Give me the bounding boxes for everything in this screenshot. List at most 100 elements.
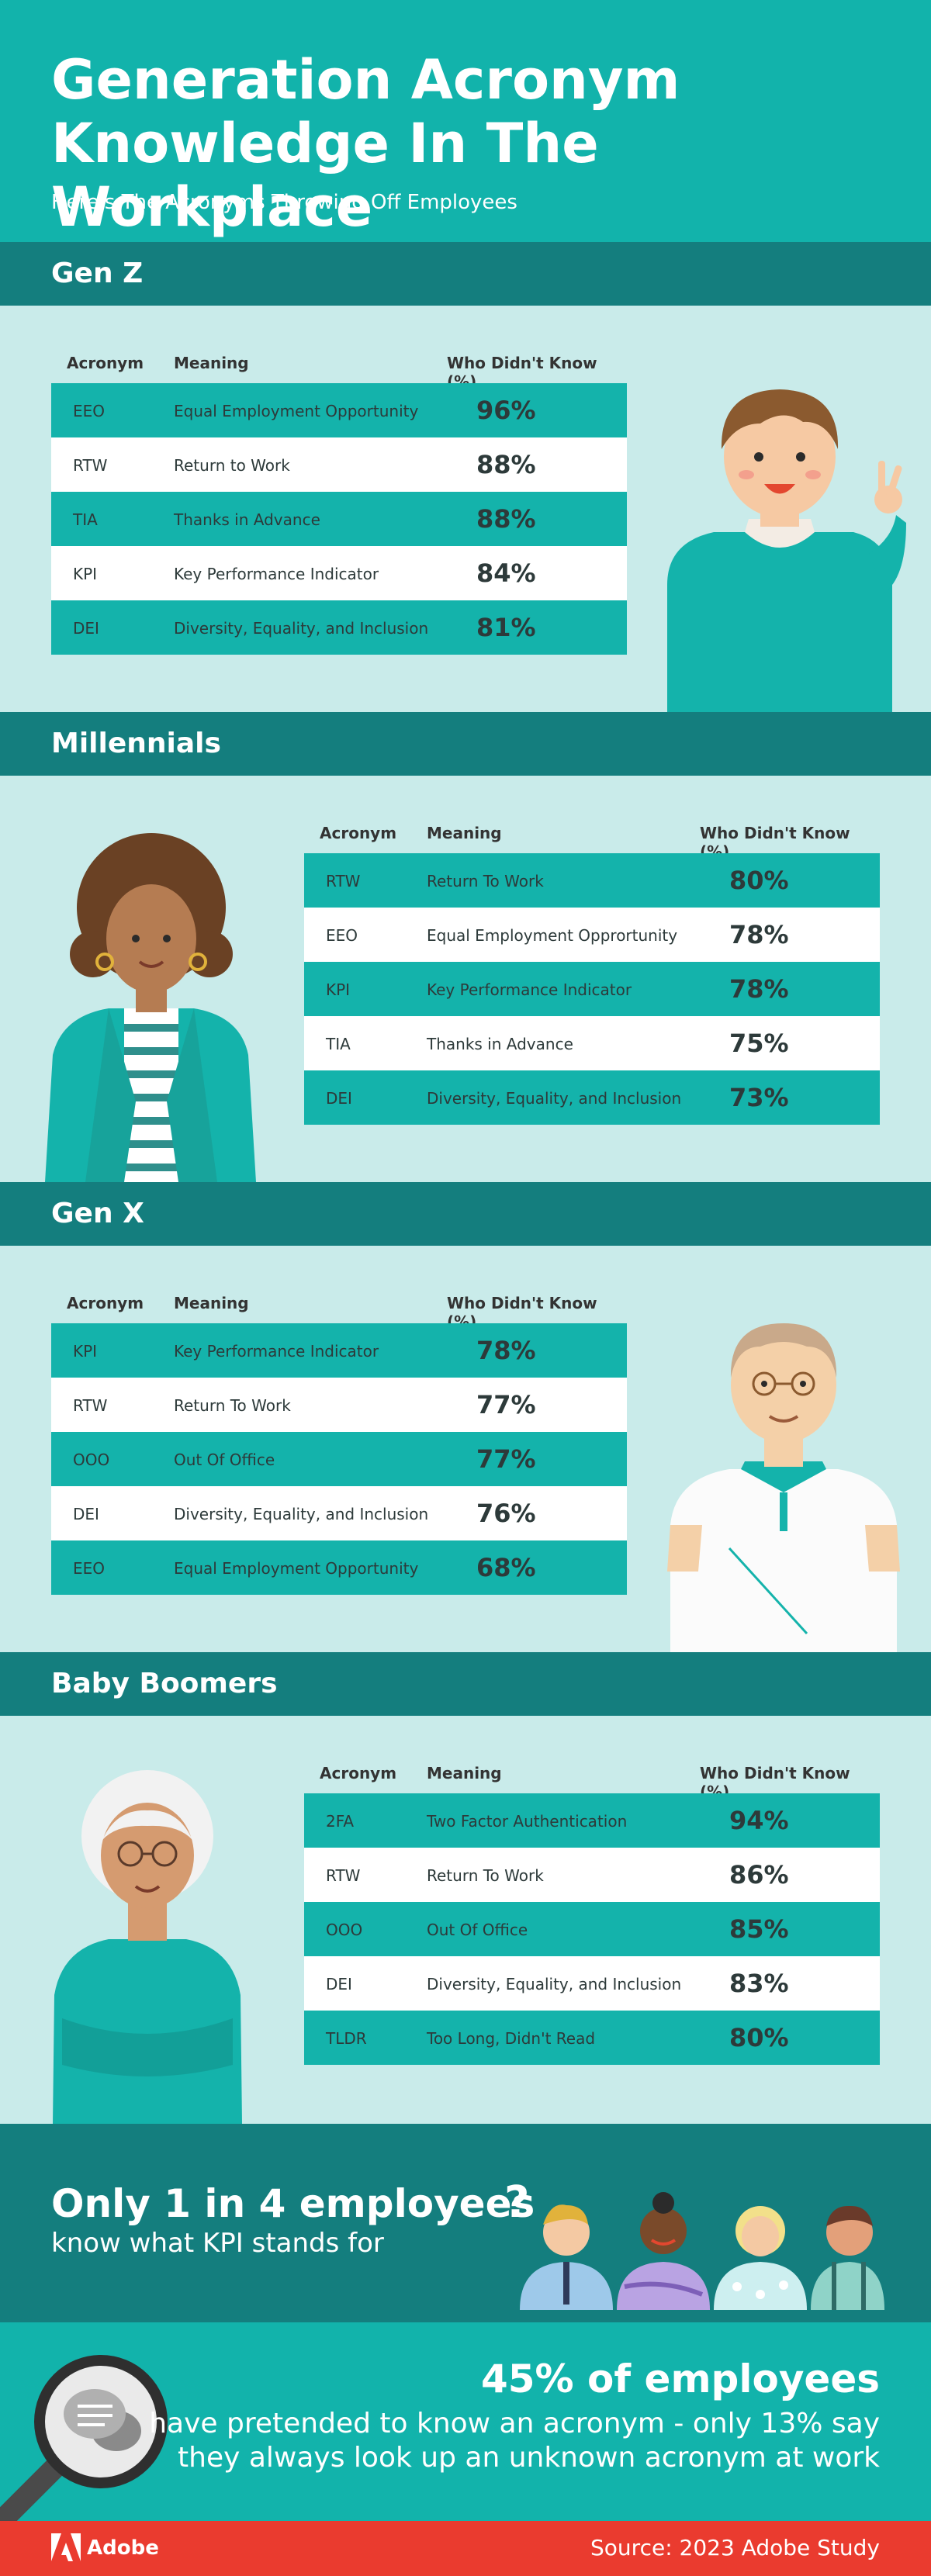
- table-row: OOO Out Of Office 85%: [304, 1902, 880, 1956]
- cell-pct: 77%: [476, 1390, 536, 1419]
- magnifier-chat-illustration: [0, 2355, 168, 2521]
- cell-pct: 96%: [476, 396, 536, 425]
- cell-meaning: Return To Work: [427, 1866, 544, 1885]
- question-mark-icon: ?: [504, 2177, 529, 2228]
- section-title: Millennials: [51, 728, 221, 759]
- section-band-gen-x: Gen X: [0, 1182, 931, 1246]
- cell-acronym: KPI: [73, 565, 98, 583]
- cell-acronym: OOO: [73, 1451, 110, 1469]
- col-acronym: Acronym: [67, 354, 144, 372]
- cell-acronym: TLDR: [326, 2029, 367, 2048]
- employee-avatar-3: [714, 2206, 807, 2310]
- table-row: EEO Equal Employment Opprortunity 78%: [304, 908, 880, 962]
- col-meaning: Meaning: [427, 1764, 502, 1782]
- acronym-table: Acronym Meaning Who Didn't Know (%) EEO E…: [51, 337, 627, 655]
- cell-pct: 78%: [476, 1336, 536, 1365]
- table-row: DEI Diversity, Equality, and Inclusion 76%: [51, 1486, 627, 1540]
- footer: Adobe Source: 2023 Adobe Study: [0, 2521, 931, 2576]
- section-title: Gen X: [51, 1198, 144, 1229]
- cell-pct: 76%: [476, 1499, 536, 1528]
- millennial-person-illustration: [45, 833, 256, 1182]
- cell-pct: 83%: [729, 1969, 789, 1998]
- table-row: TIA Thanks in Advance 88%: [51, 492, 627, 546]
- table-row: RTW Return to Work 88%: [51, 437, 627, 492]
- cell-acronym: DEI: [73, 619, 99, 638]
- section-millennials: Acronym Meaning Who Didn't Know (%) RTW R…: [0, 776, 931, 1182]
- stat-line-1: have pretended to know an acronym - only…: [149, 2408, 880, 2439]
- acronym-table: Acronym Meaning Who Didn't Know (%) KPI K…: [51, 1277, 627, 1595]
- cell-acronym: KPI: [326, 980, 351, 999]
- cell-meaning: Diversity, Equality, and Inclusion: [174, 1505, 429, 1523]
- cell-meaning: Key Performance Indicator: [174, 1342, 379, 1361]
- cell-pct: 88%: [476, 504, 536, 534]
- cell-acronym: RTW: [326, 872, 361, 890]
- col-pct: Who Didn't Know (%): [700, 1764, 850, 1801]
- acronym-table: Acronym Meaning Who Didn't Know (%) RTW R…: [304, 807, 880, 1125]
- cell-acronym: 2FA: [326, 1812, 355, 1831]
- cell-meaning: Thanks in Advance: [427, 1035, 573, 1053]
- cell-pct: 86%: [729, 1860, 789, 1890]
- table-header: Acronym Meaning Who Didn't Know (%): [304, 1747, 880, 1801]
- section-title: Baby Boomers: [51, 1668, 278, 1699]
- cell-pct: 81%: [476, 613, 536, 642]
- cell-acronym: RTW: [73, 456, 108, 475]
- table-row: KPI Key Performance Indicator 78%: [304, 962, 880, 1016]
- table-row: 2FA Two Factor Authentication 94%: [304, 1793, 880, 1848]
- cell-acronym: DEI: [326, 1975, 352, 1993]
- stat-headline: 45% of employees: [480, 2356, 880, 2401]
- kpi-callout-headline: Only 1 in 4 employees: [51, 2181, 535, 2226]
- cell-pct: 68%: [476, 1553, 536, 1582]
- cell-acronym: RTW: [326, 1866, 361, 1885]
- cell-acronym: DEI: [73, 1505, 99, 1523]
- baby-boomer-person-illustration: [53, 1770, 242, 2124]
- table-row: TLDR Too Long, Didn't Read 80%: [304, 2011, 880, 2065]
- gen-z-person-illustration: [667, 389, 906, 712]
- title-line-1: Generation Acronym: [51, 48, 680, 112]
- page-title: Generation Acronym Knowledge In The Work…: [51, 48, 905, 239]
- cell-pct: 80%: [729, 866, 789, 895]
- table-row: OOO Out Of Office 77%: [51, 1432, 627, 1486]
- cell-meaning: Out Of Office: [427, 1921, 528, 1939]
- acronym-table: Acronym Meaning Who Didn't Know (%) 2FA T…: [304, 1747, 880, 2065]
- stat-callout: 45% of employees have pretended to know …: [0, 2322, 931, 2521]
- cell-pct: 77%: [476, 1444, 536, 1474]
- col-acronym: Acronym: [320, 1764, 397, 1782]
- adobe-brand-name: Adobe: [87, 2536, 159, 2560]
- cell-meaning: Out Of Office: [174, 1451, 275, 1469]
- cell-meaning: Equal Employment Opportunity: [174, 1559, 419, 1578]
- col-meaning: Meaning: [174, 1294, 249, 1312]
- col-pct: Who Didn't Know (%): [447, 1294, 597, 1331]
- cell-meaning: Equal Employment Opprortunity: [427, 926, 678, 945]
- cell-acronym: EEO: [326, 926, 358, 945]
- cell-meaning: Diversity, Equality, and Inclusion: [174, 619, 429, 638]
- section-gen-z: Acronym Meaning Who Didn't Know (%) EEO E…: [0, 306, 931, 712]
- table-row: RTW Return To Work 80%: [304, 853, 880, 908]
- table-row: DEI Diversity, Equality, and Inclusion 73%: [304, 1070, 880, 1125]
- cell-meaning: Too Long, Didn't Read: [427, 2029, 596, 2048]
- cell-pct: 78%: [729, 920, 789, 949]
- section-title: Gen Z: [51, 258, 144, 289]
- cell-pct: 84%: [476, 558, 536, 588]
- gen-x-person-illustration: [667, 1323, 900, 1652]
- table-row: DEI Diversity, Equality, and Inclusion 83%: [304, 1956, 880, 2011]
- employee-avatar-4: [811, 2205, 884, 2310]
- section-band-gen-z: Gen Z: [0, 242, 931, 306]
- table-row: KPI Key Performance Indicator 84%: [51, 546, 627, 600]
- page-subtitle: Here's The Acronyms Throwing Off Employe…: [51, 191, 517, 214]
- cell-meaning: Return To Work: [174, 1396, 291, 1415]
- col-meaning: Meaning: [174, 354, 249, 372]
- cell-pct: 88%: [476, 450, 536, 479]
- title-line-2: Knowledge In The Workplace: [51, 112, 599, 239]
- cell-acronym: KPI: [73, 1342, 98, 1361]
- section-baby-boomers: Acronym Meaning Who Didn't Know (%) 2FA T…: [0, 1716, 931, 2124]
- section-band-millennials: Millennials: [0, 712, 931, 776]
- col-acronym: Acronym: [67, 1294, 144, 1312]
- cell-pct: 94%: [729, 1806, 789, 1835]
- cell-acronym: EEO: [73, 402, 106, 420]
- kpi-callout: Only 1 in 4 employees know what KPI stan…: [0, 2124, 931, 2322]
- cell-acronym: TIA: [326, 1035, 351, 1053]
- table-header: Acronym Meaning Who Didn't Know (%): [304, 807, 880, 861]
- employee-avatar-2: [617, 2192, 710, 2310]
- cell-pct: 78%: [729, 974, 789, 1004]
- adobe-logo-icon: [51, 2533, 81, 2561]
